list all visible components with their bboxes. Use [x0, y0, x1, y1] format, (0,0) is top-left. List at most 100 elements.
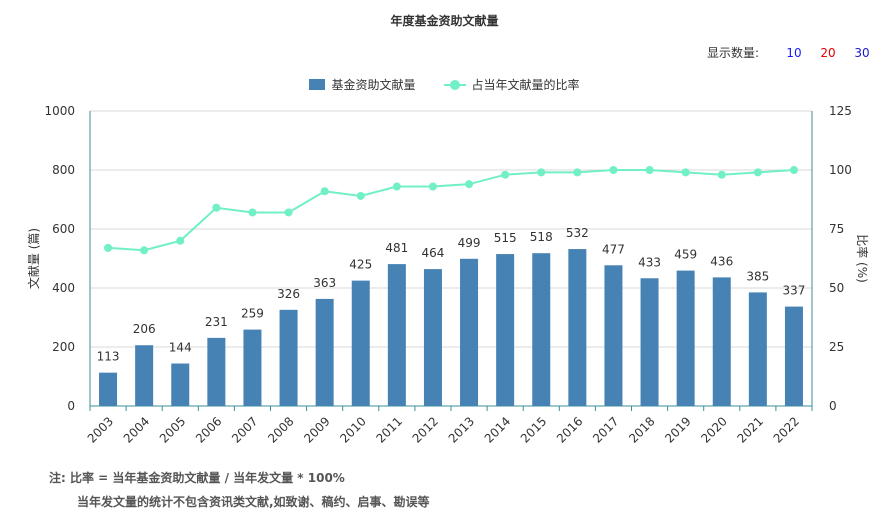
ratio-point	[428, 182, 437, 191]
bar	[135, 345, 154, 406]
ratio-point	[356, 191, 365, 200]
legend-bar-label: 基金资助文献量	[331, 78, 416, 92]
ratio-point	[140, 246, 149, 255]
x-tick-label: 2018	[626, 414, 657, 445]
legend-item-line[interactable]: 占当年文献量的比率	[443, 76, 580, 93]
bar	[279, 309, 298, 406]
bar-value-label: 337	[782, 284, 805, 298]
bar-value-label: 259	[241, 307, 264, 321]
ratio-point	[248, 208, 257, 217]
bar-value-label: 477	[602, 242, 625, 256]
x-tick-label: 2009	[301, 414, 332, 445]
bar	[784, 306, 803, 406]
note-line-2: 当年发文量的统计不包含资讯类文献,如致谢、稿约、启事、勘误等	[77, 495, 430, 509]
bar-value-label: 326	[277, 287, 300, 301]
x-tick-label: 2011	[373, 414, 404, 445]
bar-value-label: 518	[530, 230, 553, 244]
x-tick-label: 2015	[518, 414, 549, 445]
ratio-point	[753, 168, 762, 177]
bar-value-label: 231	[205, 315, 228, 329]
bar-value-label: 532	[566, 226, 589, 240]
legend-line-label: 占当年文献量的比率	[471, 78, 580, 92]
y2-tick-label: 50	[829, 281, 844, 295]
ratio-point	[104, 243, 113, 252]
display-count-option-10[interactable]: 10	[786, 45, 802, 60]
bar	[676, 270, 695, 406]
x-tick-label: 2003	[85, 414, 116, 445]
x-tick-label: 2012	[410, 414, 441, 445]
bar	[387, 264, 406, 406]
ratio-point	[573, 168, 582, 177]
legend-bar-swatch	[309, 79, 326, 90]
bar-value-label: 206	[133, 322, 156, 336]
y-tick-label: 1000	[44, 104, 75, 118]
y-axis-title: 文献量 (篇)	[26, 228, 41, 289]
ratio-point	[465, 180, 474, 189]
x-tick-label: 2022	[771, 414, 802, 445]
ratio-point	[320, 187, 329, 196]
bar	[604, 265, 623, 406]
ratio-line	[107, 169, 795, 252]
bar	[243, 329, 262, 406]
bar-value-label: 433	[638, 255, 661, 269]
x-tick-label: 2019	[662, 414, 693, 445]
ratio-point	[789, 166, 798, 174]
bar	[460, 258, 479, 406]
x-tick-label: 2008	[265, 414, 296, 445]
y-tick-label: 400	[52, 281, 75, 295]
x-tick-label: 2020	[698, 414, 729, 445]
x-tick-label: 2016	[554, 414, 585, 445]
y-tick-label: 200	[52, 340, 75, 354]
x-tick-label: 2006	[193, 414, 224, 445]
bar	[712, 277, 731, 406]
bar	[315, 298, 334, 406]
ratio-point	[609, 166, 618, 174]
bar-value-label: 144	[169, 341, 192, 355]
y2-tick-label: 75	[829, 222, 844, 236]
chart-notes: 注: 比率 = 当年基金资助文献量 / 当年发文量 * 100% 当年发文量的统…	[49, 466, 430, 514]
ratio-point	[681, 168, 690, 177]
display-count-option-30[interactable]: 30	[854, 45, 870, 60]
chart-legend: 基金资助文献量 占当年文献量的比率	[0, 76, 889, 93]
x-tick-label: 2014	[482, 414, 513, 445]
x-tick-label: 2010	[337, 414, 368, 445]
x-tick-label: 2004	[121, 414, 152, 445]
y-tick-label: 800	[52, 163, 75, 177]
ratio-point	[645, 166, 654, 174]
x-tick-label: 2005	[157, 414, 188, 445]
bar-value-label: 481	[385, 241, 408, 255]
bar	[99, 372, 118, 406]
y2-tick-label: 100	[829, 163, 852, 177]
display-count-selector: 显示数量: 10 20 30	[707, 44, 879, 61]
bar	[351, 280, 370, 406]
bar	[171, 363, 190, 406]
x-tick-label: 2007	[229, 414, 260, 445]
y2-tick-label: 0	[829, 399, 837, 413]
bar-value-label: 499	[458, 236, 481, 250]
x-tick-label: 2013	[446, 414, 477, 445]
ratio-point	[392, 182, 401, 191]
note-line-1: 注: 比率 = 当年基金资助文献量 / 当年发文量 * 100%	[49, 471, 345, 485]
bar	[568, 249, 587, 406]
bar-value-label: 515	[494, 231, 517, 245]
display-count-option-20[interactable]: 20	[820, 45, 836, 60]
y-tick-label: 600	[52, 222, 75, 236]
ratio-point	[212, 203, 221, 212]
chart-title: 年度基金资助文献量	[390, 14, 499, 28]
bar	[423, 269, 442, 406]
bar-value-label: 436	[710, 254, 733, 268]
bar	[496, 254, 515, 406]
legend-line-swatch	[443, 79, 466, 90]
bar-value-label: 113	[97, 350, 120, 364]
legend-item-bar[interactable]: 基金资助文献量	[309, 76, 416, 93]
y2-axis-title: 比率 (%)	[855, 234, 870, 283]
bar-value-label: 385	[746, 269, 769, 283]
bar	[640, 278, 659, 406]
y2-tick-label: 125	[829, 104, 852, 118]
x-tick-label: 2017	[590, 414, 621, 445]
x-tick-label: 2021	[734, 414, 765, 445]
bar	[532, 253, 551, 406]
y-tick-label: 0	[67, 399, 75, 413]
bar-value-label: 459	[674, 248, 697, 262]
